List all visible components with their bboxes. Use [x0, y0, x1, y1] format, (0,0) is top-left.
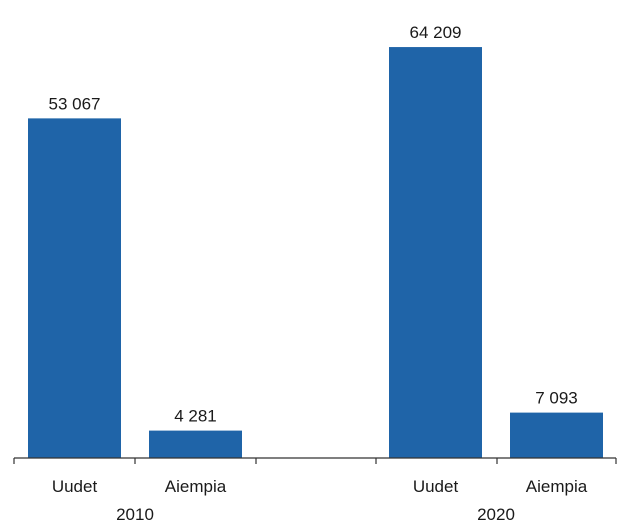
- x-axis: [13, 457, 617, 464]
- value-labels-layer: 53 067 4 281 64 209 7 093: [49, 23, 578, 426]
- value-label-2020-aiempia: 7 093: [535, 389, 578, 408]
- value-label-2010-uudet: 53 067: [49, 94, 101, 113]
- category-label-2020-aiempia: Aiempia: [526, 477, 588, 496]
- bar-2020-uudet: [389, 47, 482, 458]
- category-label-2010-uudet: Uudet: [52, 477, 98, 496]
- group-labels-layer: 2010 2020: [116, 505, 515, 523]
- bar-2010-uudet: [28, 118, 121, 458]
- category-label-2020-uudet: Uudet: [413, 477, 459, 496]
- value-label-2010-aiempia: 4 281: [174, 407, 217, 426]
- group-label-2010: 2010: [116, 505, 154, 523]
- value-label-2020-uudet: 64 209: [410, 23, 462, 42]
- bar-2010-aiempia: [149, 430, 242, 458]
- bars-layer: [28, 47, 603, 458]
- category-labels-layer: Uudet Aiempia Uudet Aiempia: [52, 477, 588, 496]
- group-label-2020: 2020: [477, 505, 515, 523]
- category-label-2010-aiempia: Aiempia: [165, 477, 227, 496]
- bar-2020-aiempia: [510, 412, 603, 458]
